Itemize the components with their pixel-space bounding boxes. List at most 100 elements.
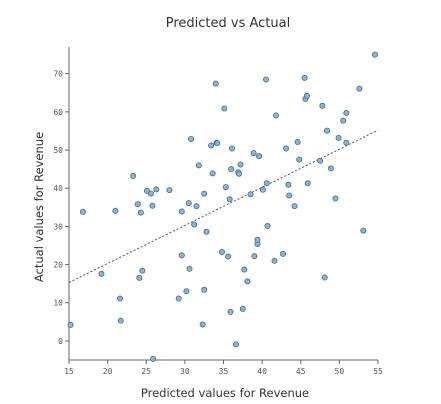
data-point [317,157,324,164]
data-point [191,221,198,228]
data-point [201,190,208,197]
data-point [262,76,269,83]
x-tick-label: 20 [103,367,113,376]
x-tick-label: 30 [180,367,190,376]
x-tick-label: 50 [335,367,345,376]
data-point [286,192,293,199]
data-point [235,170,242,177]
data-point [319,102,326,109]
data-point [67,321,74,328]
data-point [212,80,219,87]
data-point [259,186,266,193]
data-point [117,317,124,324]
data-point [214,140,221,147]
data-point [251,253,258,260]
data-point [149,202,156,209]
data-point [241,266,248,273]
data-point [153,186,160,193]
data-point [301,74,308,81]
x-tick-label: 25 [141,367,151,376]
data-point [283,145,290,152]
data-point [327,165,334,172]
data-point [239,305,246,312]
chart-title: Predicted vs Actual [166,16,290,31]
data-point [228,145,235,152]
data-point [356,85,363,92]
data-point [201,286,208,293]
x-tick-label: 45 [296,367,306,376]
data-point [256,153,263,160]
data-point [294,139,301,146]
data-point [237,161,244,168]
data-point [226,196,233,203]
data-point [116,295,123,302]
x-tick-label: 35 [219,367,229,376]
data-point [222,184,229,191]
axes: 15 20 25 30 35 40 45 50 55 0 10 20 30 40 50 60 70 [53,47,383,376]
data-point [303,92,310,99]
y-axis-label: Actual values for Revenue [32,132,46,282]
data-point [232,341,239,348]
y-tick-label: 70 [53,70,63,79]
data-point [186,265,193,272]
data-point [178,252,185,259]
data-point [304,180,311,187]
data-point [371,51,378,58]
data-point [285,181,292,188]
data-point [199,321,206,328]
data-point [209,170,216,177]
x-axis-label: Predicted values for Revenue [141,386,309,400]
data-point [291,203,298,210]
data-point [279,250,286,257]
x-tick-label: 15 [64,367,74,376]
data-point [250,150,257,157]
data-point [360,227,367,234]
data-point [183,288,190,295]
data-point [130,173,137,180]
data-point [98,270,105,277]
data-point [340,117,347,124]
data-point [332,195,339,202]
data-point [112,207,119,214]
data-point [185,200,192,207]
data-point [271,257,278,264]
data-point [136,274,143,281]
y-tick-label: 30 [53,222,63,231]
data-points [67,51,378,362]
data-point [321,274,328,281]
y-tick-label: 40 [53,184,63,193]
data-point [178,208,185,215]
data-point [218,248,225,255]
y-tick-label: 0 [58,337,63,346]
data-point [193,203,200,210]
data-point [324,127,331,134]
data-point [343,139,350,146]
data-point [79,208,86,215]
data-point [264,223,271,230]
y-tick-label: 10 [53,299,63,308]
data-point [221,105,228,112]
trend-line [68,129,379,283]
data-point [254,236,261,243]
data-point [335,134,342,141]
data-point [195,162,202,169]
data-point [203,228,210,235]
data-point [208,142,215,149]
data-point [150,355,157,362]
data-point [147,190,154,197]
data-point [137,209,144,216]
y-tick-label: 50 [53,146,63,155]
data-point [188,135,195,142]
data-point [263,180,270,187]
data-point [247,191,254,198]
x-tick-label: 55 [373,367,383,376]
data-point [227,308,234,315]
data-point [296,156,303,163]
y-tick-label: 20 [53,261,63,270]
data-point [228,166,235,173]
x-tick-label: 40 [257,367,267,376]
data-point [225,253,232,260]
data-point [343,110,350,117]
